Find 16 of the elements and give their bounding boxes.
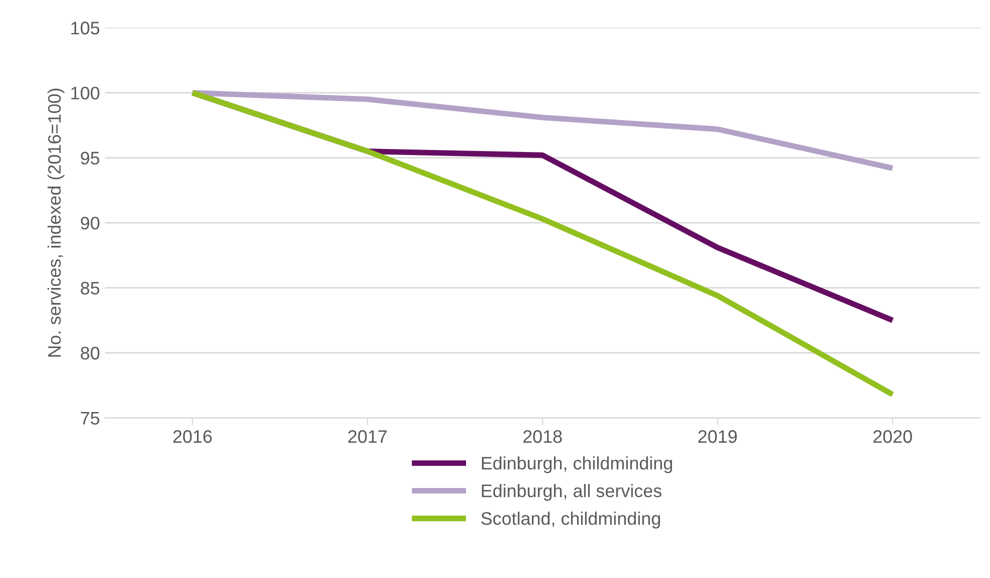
y-tick-label: 105 — [71, 22, 100, 34]
y-tick-label: 100 — [71, 86, 100, 100]
y-tick-label: 95 — [80, 152, 100, 165]
x-tick-label: 2016 — [173, 430, 212, 443]
legend-label: Scotland, childminding — [481, 512, 660, 528]
y-tick-label: 85 — [80, 282, 100, 295]
x-tick-label: 2020 — [873, 430, 912, 443]
x-tick-label: 2018 — [523, 430, 562, 443]
legend-label: Edinburgh, all services — [482, 484, 662, 501]
y-axis-title: No. services, indexed (2016=100) — [48, 88, 64, 357]
legend-label: Edinburgh, childminding — [482, 456, 672, 474]
x-tick-label: 2017 — [348, 430, 387, 443]
y-tick-label: 90 — [80, 216, 100, 230]
x-tick-label: 2019 — [698, 430, 737, 443]
y-tick-label: 75 — [80, 412, 100, 425]
y-tick-label: 80 — [80, 346, 100, 360]
